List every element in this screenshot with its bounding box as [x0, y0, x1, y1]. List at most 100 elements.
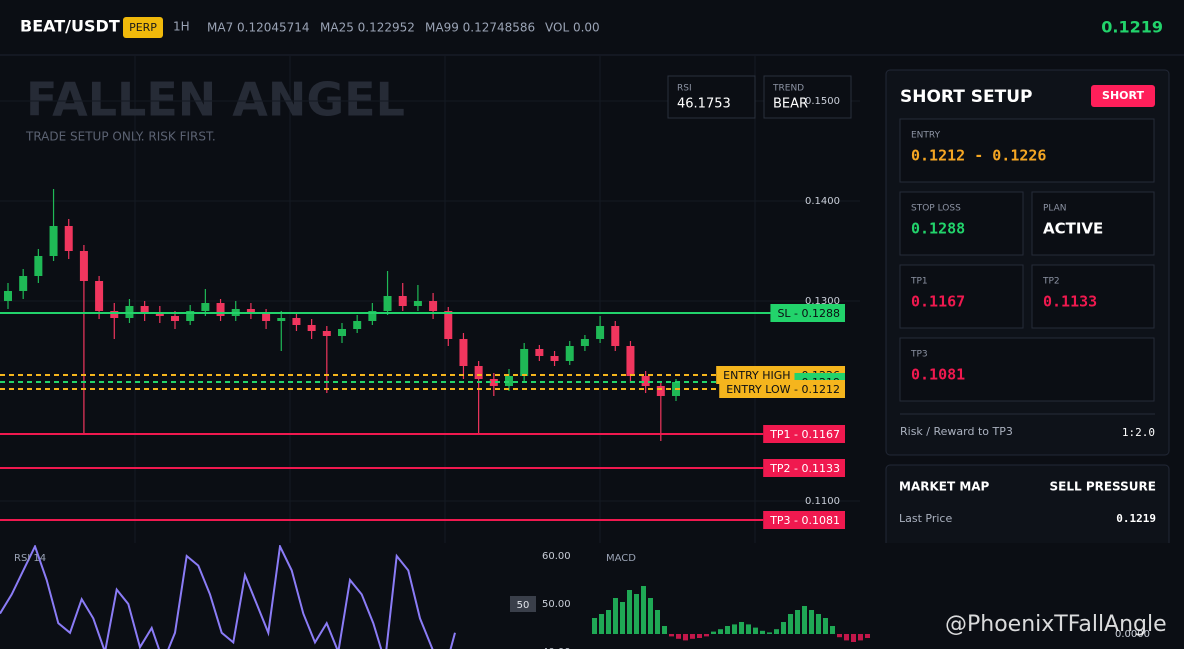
candle-body: [292, 318, 301, 325]
candle-body: [444, 311, 453, 339]
tp-value: 0.1167: [911, 293, 965, 311]
macd-bar: [697, 634, 702, 638]
info-label: TREND: [772, 84, 804, 94]
indicators: 60.00 50.00 40.00 50 0.0000: [0, 545, 1150, 649]
grid: [134, 56, 756, 543]
tp-label: TP1: [910, 277, 928, 287]
candle-body: [474, 366, 483, 379]
candle-body: [626, 346, 635, 376]
candle-body: [641, 376, 650, 386]
entry-value: 0.1212 - 0.1226: [911, 147, 1046, 165]
watermark-subtitle: TRADE SETUP ONLY. RISK FIRST.: [25, 130, 216, 144]
macd-bar: [718, 629, 723, 634]
macd-bar: [606, 610, 611, 634]
credit: @PhoenixTFallAngle: [945, 612, 1167, 637]
macd-bar: [676, 634, 681, 639]
macd-bar: [802, 606, 807, 634]
macd-bar: [816, 614, 821, 634]
level-label: ENTRY LOW - 0.1212: [726, 383, 840, 396]
reference-box: [510, 596, 536, 612]
level-box: [763, 459, 845, 477]
candle-body: [322, 331, 331, 336]
candle-body: [277, 318, 286, 321]
level-label: SL - 0.1288: [777, 307, 840, 320]
candle-body: [140, 306, 149, 313]
macd-bar: [648, 598, 653, 634]
candle-body: [186, 311, 195, 321]
macd-bar: [809, 610, 814, 634]
candle-body: [489, 379, 498, 386]
macd-bar: [711, 631, 716, 634]
level-box: [763, 511, 845, 529]
market-label: Last Price: [899, 512, 952, 525]
macd-bar: [788, 614, 793, 634]
macd-bar: [620, 602, 625, 634]
candle-body: [34, 256, 43, 276]
level-label: TP1 - 0.1167: [769, 428, 840, 441]
candle-body: [383, 296, 392, 311]
macd-bar: [865, 634, 870, 638]
level-box: [719, 380, 845, 398]
candle-body: [110, 311, 119, 318]
macd-bar: [823, 618, 828, 634]
macd-bar: [781, 622, 786, 634]
market-value: 0.1219: [1116, 512, 1156, 525]
ma7: MA7 0.12045714: [207, 21, 310, 35]
plan-label: PLAN: [1043, 204, 1067, 214]
symbol: BEAT/USDT: [20, 17, 120, 36]
macd-bar: [669, 634, 674, 637]
reference-label: 50: [517, 600, 530, 611]
y-tick-label: 60.00: [542, 551, 571, 562]
candle-body: [95, 281, 104, 311]
setup-title: SHORT SETUP: [900, 87, 1032, 107]
y-tick-label: 0.1300: [805, 296, 840, 307]
tp-value: 0.1081: [911, 366, 965, 384]
macd-bar: [760, 630, 765, 634]
macd-bar: [851, 634, 856, 642]
candle-body: [368, 311, 377, 321]
candle-body: [171, 316, 179, 321]
watermark: FALLEN ANGEL: [26, 73, 405, 127]
macd-bar: [683, 634, 688, 641]
candle-body: [64, 226, 73, 251]
candle-body: [596, 326, 605, 339]
macd-bar: [753, 627, 758, 634]
macd-bar: [830, 626, 835, 634]
candle-body: [429, 301, 438, 311]
info-value: 46.1753: [677, 97, 731, 112]
panel-title: MACD: [606, 553, 636, 564]
candle-body: [353, 321, 362, 329]
badge: [123, 17, 163, 38]
macd-bar: [655, 610, 660, 634]
candle-body: [611, 326, 620, 346]
candle-body: [656, 386, 665, 396]
macd-bar: [795, 610, 800, 634]
candle-body: [49, 226, 58, 256]
y-tick-label: 0.1500: [805, 96, 840, 107]
market-status: SELL PRESSURE: [1050, 480, 1156, 494]
macd-bar: [844, 634, 849, 641]
tp-label: TP3: [910, 350, 928, 360]
plan-value: ACTIVE: [1043, 220, 1103, 238]
level-box: [763, 425, 845, 443]
macd-bar: [704, 634, 709, 637]
candle-body: [565, 346, 574, 361]
rsi-line: [0, 545, 456, 649]
candle-body: [262, 314, 271, 321]
level-label: TP2 - 0.1133: [769, 462, 840, 475]
macd-bar: [774, 629, 779, 634]
tp-value: 0.1133: [1043, 293, 1097, 311]
stop-label: STOP LOSS: [911, 204, 961, 214]
candle-body: [201, 303, 210, 311]
tp-label: TP2: [1042, 277, 1060, 287]
short-badge: [1091, 85, 1155, 107]
price-chart: [0, 100, 860, 521]
macd-bar: [662, 626, 667, 634]
candle-body: [338, 329, 346, 336]
candle-body: [307, 325, 316, 331]
candle-body: [398, 296, 407, 306]
candle-body: [550, 356, 559, 361]
macd-bar: [858, 634, 863, 641]
macd-bar: [732, 624, 737, 634]
